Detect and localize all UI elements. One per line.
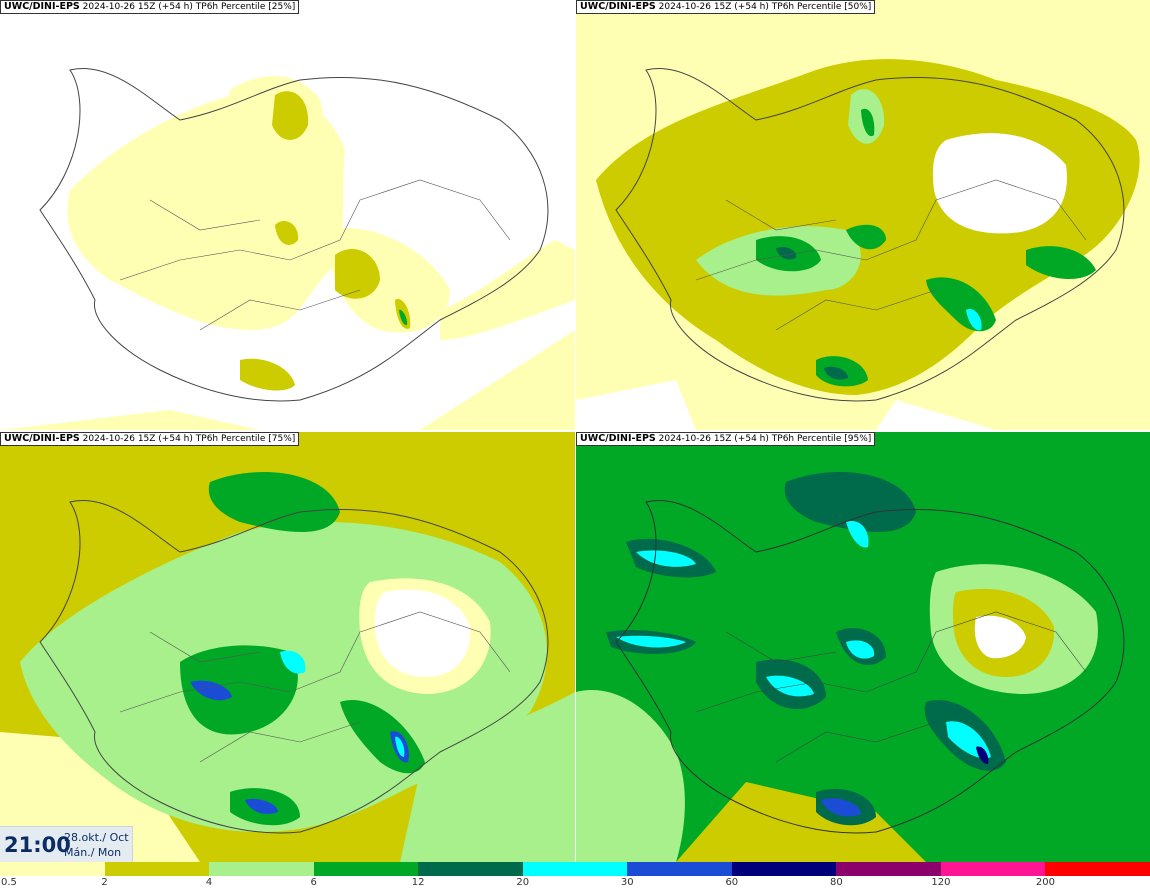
colorbar-tick-label: 120 (931, 877, 951, 888)
colorbar-segment (731, 862, 837, 876)
colorbar-segment (1045, 862, 1150, 876)
colorbar-tick-label: 4 (205, 877, 213, 888)
panel-title: UWC/DINI-EPS 2024-10-26 15Z (+54 h) TP6h… (576, 0, 876, 14)
colorbar-segment (313, 862, 419, 876)
valid-time-box: 21:00 28.okt./ Oct Mán./ Mon (0, 826, 133, 862)
colorbar-tick-label: 200 (1035, 877, 1055, 888)
precip-map-p75 (0, 432, 575, 862)
colorbar-segment (104, 862, 210, 876)
valid-hour: 21:00 (4, 833, 71, 857)
colorbar-tick-label: 6 (310, 877, 317, 888)
colorbar-tick-label: 12 (411, 877, 425, 888)
panel-title: UWC/DINI-EPS 2024-10-26 15Z (+54 h) TP6h… (576, 432, 876, 446)
map-panel-p75: UWC/DINI-EPS 2024-10-26 15Z (+54 h) TP6h… (0, 432, 575, 862)
colorbar-segment (0, 862, 105, 876)
colorbar-tick-label: 80 (829, 877, 843, 888)
colorbar-tick-label: 0.5 (1, 877, 17, 888)
map-panel-p50: UWC/DINI-EPS 2024-10-26 15Z (+54 h) TP6h… (576, 0, 1150, 430)
colorbar-tick-label: 30 (620, 877, 634, 888)
colorbar-segment (627, 862, 732, 876)
panel-divider-horizontal (0, 430, 1150, 432)
valid-date-line2: Mán./ Mon (64, 846, 122, 859)
colorbar-tick-label: 20 (516, 877, 530, 888)
colorbar-segment (836, 862, 941, 876)
colorbar-segment (209, 862, 314, 876)
colorbar-tick-label: 2 (101, 877, 108, 888)
precip-map-p25 (0, 0, 575, 430)
precip-map-p95 (576, 432, 1150, 862)
precip-colorbar (0, 862, 1150, 876)
colorbar-ticks: 0.5 2 4 6 12 20 30 60 80 120 200 (0, 876, 1150, 891)
map-panel-p25: UWC/DINI-EPS 2024-10-26 15Z (+54 h) TP6h… (0, 0, 575, 430)
colorbar-tick-label: 60 (725, 877, 739, 888)
map-panel-p95: UWC/DINI-EPS 2024-10-26 15Z (+54 h) TP6h… (576, 432, 1150, 862)
valid-date-line1: 28.okt./ Oct (64, 831, 129, 844)
precip-map-p50 (576, 0, 1150, 430)
panel-title: UWC/DINI-EPS 2024-10-26 15Z (+54 h) TP6h… (0, 0, 300, 14)
colorbar-segment (418, 862, 523, 876)
panel-title: UWC/DINI-EPS 2024-10-26 15Z (+54 h) TP6h… (0, 432, 300, 446)
colorbar-segment (522, 862, 628, 876)
colorbar-segment (940, 862, 1046, 876)
